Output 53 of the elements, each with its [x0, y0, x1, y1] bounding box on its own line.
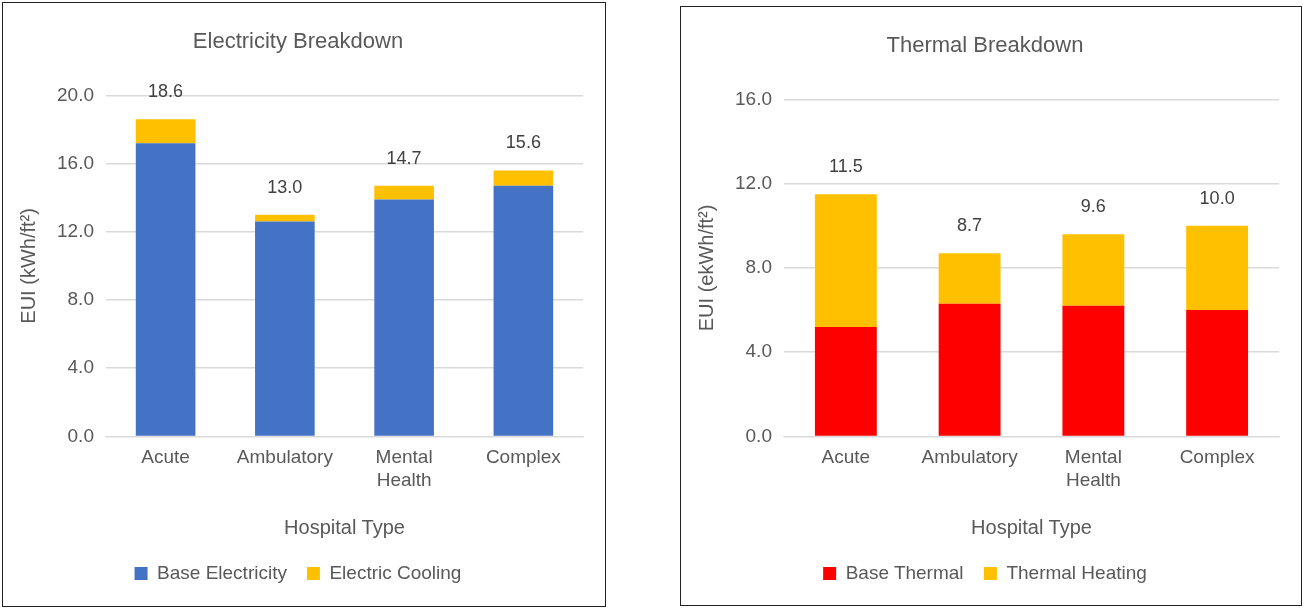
- y-axis-title: EUI (kWh/ft²): [16, 208, 39, 324]
- x-axis-title: Hospital Type: [284, 515, 405, 538]
- chart-title: Electricity Breakdown: [192, 28, 404, 54]
- total-label: 10.0: [1199, 187, 1235, 208]
- total-label: 15.6: [505, 132, 541, 153]
- y-tick-label: 12.0: [735, 171, 772, 193]
- y-tick-label: 20.0: [57, 83, 94, 105]
- bar: [255, 221, 315, 436]
- total-label: 8.7: [957, 215, 983, 236]
- total-label: 13.0: [267, 176, 303, 197]
- x-axis-title: Hospital Type: [971, 515, 1092, 538]
- bar: [814, 194, 877, 327]
- legend-label: Electric Cooling: [329, 561, 462, 583]
- total-label: 11.5: [829, 156, 863, 177]
- x-tick-label: Mental Health: [375, 446, 433, 490]
- bar: [135, 119, 196, 144]
- y-tick-label: 0.0: [67, 424, 94, 446]
- x-tick-label: Acute: [821, 446, 871, 468]
- y-tick-label: 4.0: [67, 356, 94, 378]
- total-label: 14.7: [386, 147, 422, 168]
- bar: [374, 199, 434, 436]
- x-tick-label: Mental Health: [1064, 446, 1122, 490]
- y-tick-label: 8.0: [67, 288, 94, 310]
- bar: [1062, 305, 1125, 436]
- x-tick-label: Complex: [485, 446, 562, 468]
- bar: [1186, 225, 1249, 311]
- y-axis-title: EUI (ekWh/ft²): [694, 204, 717, 332]
- x-tick-label: Ambulatory: [236, 446, 334, 468]
- total-label: 18.6: [148, 81, 184, 102]
- x-tick-label: Ambulatory: [921, 446, 1019, 468]
- y-tick-label: 12.0: [57, 220, 94, 242]
- bar: [374, 185, 434, 200]
- total-label: 9.6: [1080, 196, 1106, 217]
- bar: [255, 214, 315, 222]
- y-tick-label: 4.0: [745, 340, 772, 362]
- y-tick-label: 16.0: [735, 87, 772, 109]
- bar: [135, 143, 196, 436]
- x-tick-label: Acute: [141, 446, 190, 468]
- bar: [1186, 310, 1249, 436]
- legend-label: Base Electricity: [157, 561, 288, 583]
- bar: [1062, 234, 1125, 306]
- bar: [938, 253, 1001, 304]
- legend-label: Thermal Heating: [1006, 561, 1147, 583]
- bar: [493, 185, 554, 436]
- y-tick-label: 0.0: [745, 424, 772, 446]
- legend-label: Base Thermal: [845, 561, 964, 583]
- bar: [493, 170, 554, 186]
- chart-title: Thermal Breakdown: [886, 32, 1084, 58]
- bar: [814, 326, 877, 436]
- x-tick-label: Complex: [1179, 446, 1256, 468]
- y-tick-label: 8.0: [745, 256, 772, 278]
- bar: [938, 303, 1001, 436]
- y-tick-label: 16.0: [57, 151, 94, 173]
